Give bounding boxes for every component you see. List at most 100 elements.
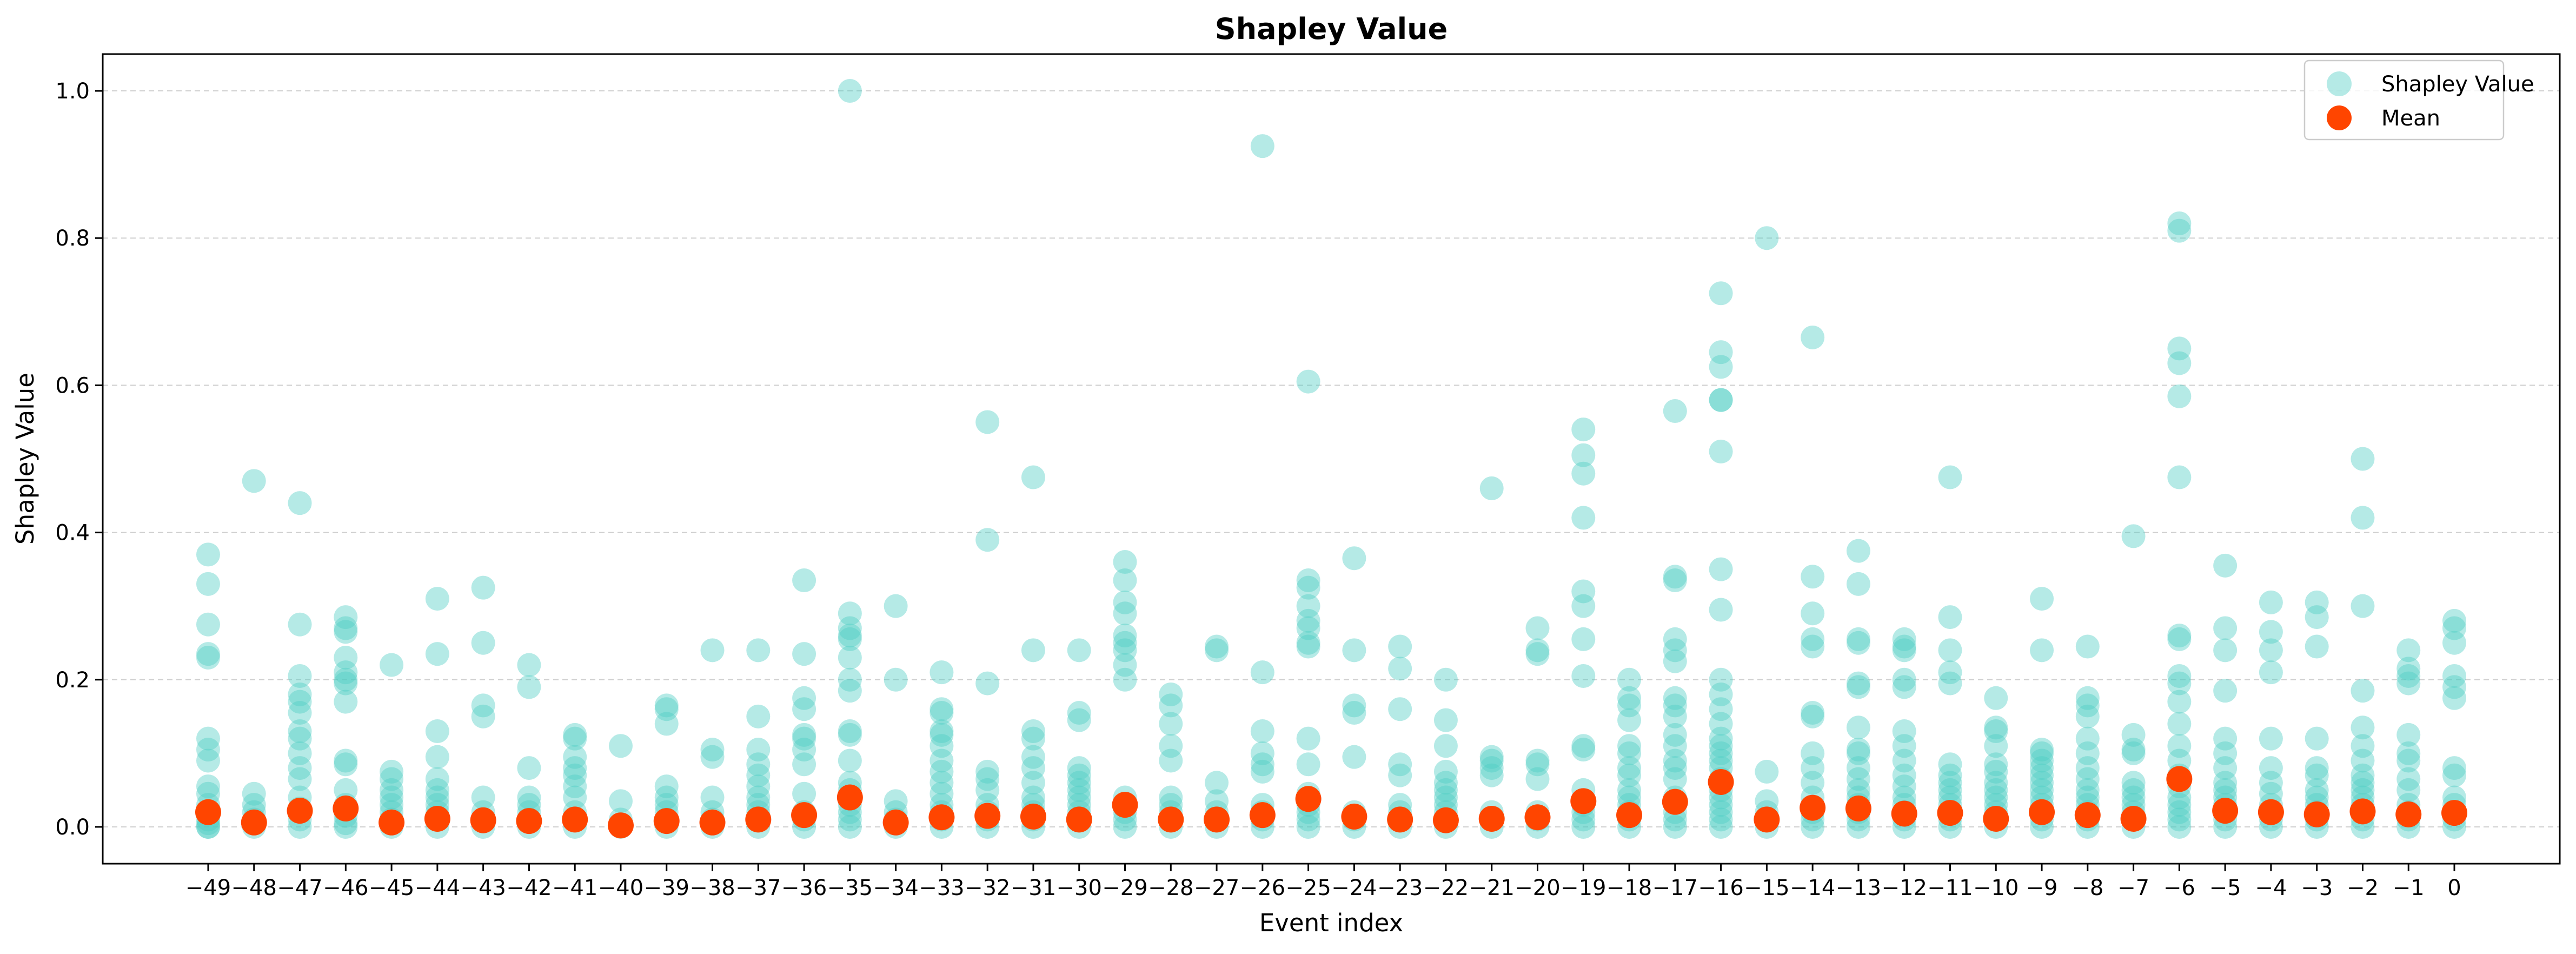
shapley-value-point — [563, 756, 587, 780]
shapley-value-point — [1846, 756, 1870, 780]
shapley-value-point — [1159, 785, 1183, 810]
shapley-value-point — [2030, 587, 2054, 611]
shapley-value-point — [2442, 756, 2467, 780]
shapley-value-point — [2351, 763, 2375, 787]
shapley-value-point — [288, 664, 312, 688]
shapley-value-point — [746, 738, 771, 762]
shapley-value-point — [1801, 325, 1825, 349]
shapley-value-point — [700, 738, 725, 762]
shapley-value-point — [2351, 734, 2375, 758]
x-tick-label: −9 — [2026, 876, 2058, 900]
shapley-value-point — [2213, 638, 2238, 662]
shapley-value-point — [700, 638, 725, 662]
shapley-value-point — [838, 79, 862, 103]
shapley-value-point — [838, 679, 862, 703]
shapley-value-point — [288, 741, 312, 765]
shapley-value-point — [2075, 767, 2100, 791]
shapley-value-point — [1892, 734, 1916, 758]
shapley-value-point — [2351, 447, 2375, 471]
shapley-value-point — [1342, 638, 1366, 662]
shapley-value-point — [334, 645, 358, 670]
shapley-value-point — [334, 814, 358, 839]
shapley-value-point — [2075, 686, 2100, 710]
shapley-value-point — [1021, 745, 1045, 769]
shapley-value-point — [1113, 590, 1137, 614]
shapley-value-point — [2075, 726, 2100, 751]
shapley-value-point — [2213, 771, 2238, 795]
shapley-value-point — [1571, 418, 1596, 442]
shapley-value-point — [654, 697, 679, 721]
shapley-value-point — [1663, 704, 1687, 728]
shapley-value-point — [1113, 624, 1137, 648]
shapley-value-point — [2442, 616, 2467, 640]
shapley-value-point — [1159, 748, 1183, 773]
shapley-value-point — [1021, 638, 1045, 662]
shapley-value-point — [792, 697, 816, 721]
shapley-value-point — [654, 785, 679, 810]
mean-point — [928, 804, 955, 831]
mean-point — [745, 806, 772, 833]
shapley-value-point — [2167, 624, 2192, 648]
plot-area-frame — [102, 53, 2561, 865]
shapley-value-point — [196, 612, 220, 637]
shapley-value-point — [2121, 778, 2146, 802]
shapley-value-point — [1938, 763, 1962, 787]
shapley-value-point — [2396, 723, 2421, 747]
shapley-value-point — [2442, 686, 2467, 710]
mean-point — [2074, 802, 2101, 829]
x-tick-label: −44 — [415, 876, 460, 900]
shapley-value-point — [2259, 620, 2283, 644]
shapley-value-point — [2075, 785, 2100, 810]
shapley-value-point — [884, 789, 908, 813]
shapley-value-point — [792, 568, 816, 593]
shapley-value-point — [471, 693, 495, 718]
shapley-value-point — [2396, 767, 2421, 791]
shapley-value-point — [1067, 785, 1091, 810]
shapley-value-point — [2030, 638, 2054, 662]
shapley-value-point — [196, 726, 220, 751]
legend: Shapley Value Mean — [2303, 59, 2534, 141]
x-tick-label: −46 — [323, 876, 368, 900]
shapley-value-point — [425, 767, 449, 791]
x-tick-label: −22 — [1423, 876, 1469, 900]
shapley-value-point — [2442, 675, 2467, 699]
shapley-value-point — [1663, 565, 1687, 589]
shapley-value-point — [1296, 369, 1320, 394]
shapley-value-point — [517, 785, 541, 810]
shapley-value-point — [1296, 616, 1320, 640]
shapley-value-point — [1617, 708, 1642, 732]
shapley-value-point — [1021, 756, 1045, 780]
shapley-value-point — [1021, 785, 1045, 810]
shapley-value-point — [425, 587, 449, 611]
shapley-value-point — [1617, 693, 1642, 718]
shapley-value-point — [1571, 627, 1596, 651]
shapley-value-point — [1250, 752, 1274, 777]
shapley-value-point — [700, 745, 725, 769]
shapley-value-point — [1846, 716, 1870, 740]
shapley-value-point — [1067, 701, 1091, 725]
x-tick-label: −5 — [2209, 876, 2241, 900]
shapley-value-point — [2396, 657, 2421, 681]
shapley-value-point — [1846, 767, 1870, 791]
shapley-value-point — [792, 738, 816, 762]
shapley-value-point — [1296, 726, 1320, 751]
shapley-value-point — [1113, 667, 1137, 692]
shapley-value-point — [1846, 627, 1870, 651]
shapley-value-point — [1433, 734, 1458, 758]
mean-point — [424, 805, 450, 832]
shapley-value-point — [1388, 763, 1412, 787]
shapley-value-point — [1663, 748, 1687, 773]
x-tick-label: −31 — [1011, 876, 1056, 900]
shapley-value-point — [2442, 608, 2467, 633]
shapley-value-point — [471, 575, 495, 600]
shapley-value-point — [2030, 748, 2054, 773]
shapley-value-point — [1617, 778, 1642, 802]
shapley-value-point — [975, 528, 1000, 552]
shapley-value-point — [2121, 741, 2146, 765]
shapley-value-point — [2259, 771, 2283, 795]
mean-point — [1937, 800, 1963, 826]
shapley-value-point — [1617, 756, 1642, 780]
shapley-value-point — [1984, 778, 2008, 802]
shapley-value-point — [1571, 807, 1596, 832]
shapley-value-point — [792, 752, 816, 777]
